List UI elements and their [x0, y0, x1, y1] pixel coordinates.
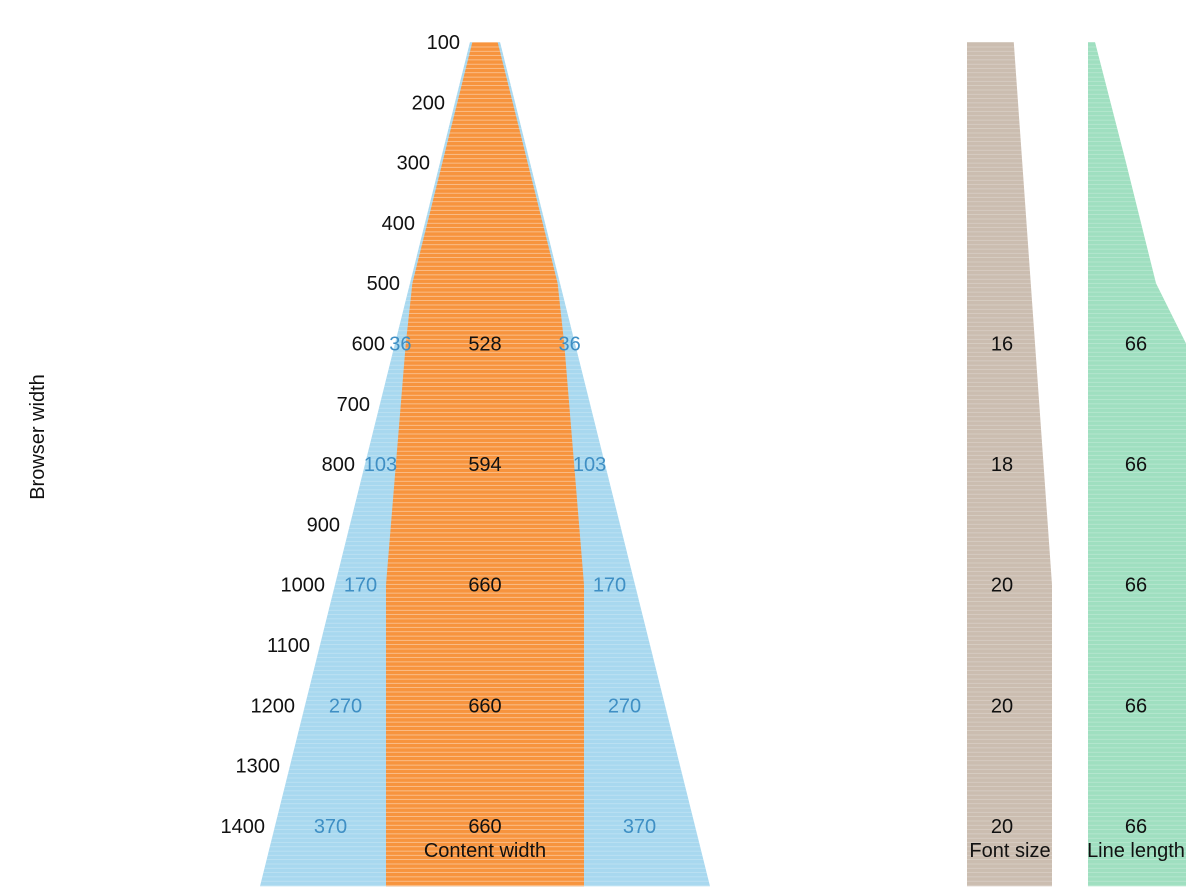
margin-left-value: 270 [329, 695, 362, 717]
line-length-value: 66 [1125, 816, 1147, 838]
margin-right-value: 270 [608, 695, 641, 717]
y-tick-label: 100 [427, 32, 460, 54]
font-size-value: 20 [991, 575, 1013, 597]
font-size-value: 18 [991, 454, 1013, 476]
y-axis-label: Browser width [27, 374, 49, 500]
margin-left-value: 36 [389, 334, 411, 356]
margin-right-value: 370 [623, 816, 656, 838]
content-width-value: 660 [468, 575, 501, 597]
margin-left-value: 103 [364, 454, 397, 476]
content-width-value: 660 [468, 695, 501, 717]
y-tick-label: 1200 [251, 695, 296, 717]
y-tick-label: 300 [397, 153, 430, 175]
margin-left-value: 170 [344, 575, 377, 597]
margin-right-value: 103 [573, 454, 606, 476]
y-tick-label: 900 [307, 514, 340, 536]
font-size-value: 20 [991, 695, 1013, 717]
y-tick-label: 1300 [236, 756, 281, 778]
content-axis-label: Content width [424, 840, 546, 862]
y-tick-label: 1100 [267, 635, 310, 657]
line-length-value: 66 [1125, 695, 1147, 717]
y-tick-label: 200 [412, 92, 445, 114]
y-tick-label: 600 [352, 334, 385, 356]
y-tick-label: 500 [367, 273, 400, 295]
font-size-value: 16 [991, 334, 1013, 356]
y-tick-label: 700 [337, 394, 370, 416]
margin-right-value: 170 [593, 575, 626, 597]
margin-right-value: 36 [558, 334, 580, 356]
y-tick-label: 800 [322, 454, 355, 476]
content-width-value: 660 [468, 816, 501, 838]
font-size-value: 20 [991, 816, 1013, 838]
content-width-value: 528 [468, 334, 501, 356]
line-length-value: 66 [1125, 334, 1147, 356]
y-tick-label: 1400 [221, 816, 266, 838]
line-length-axis-label: Line length [1087, 840, 1185, 862]
line-length-value: 66 [1125, 454, 1147, 476]
label-layer: 100 200 300 400 500 600 700 800 900 1000 1100 1200 1… [221, 32, 1148, 838]
y-tick-label: 400 [382, 213, 415, 235]
y-tick-label: 1000 [281, 575, 326, 597]
margin-left-value: 370 [314, 816, 347, 838]
content-width-value: 594 [468, 454, 501, 476]
line-length-value: 66 [1125, 575, 1147, 597]
font-size-axis-label: Font size [969, 840, 1050, 862]
